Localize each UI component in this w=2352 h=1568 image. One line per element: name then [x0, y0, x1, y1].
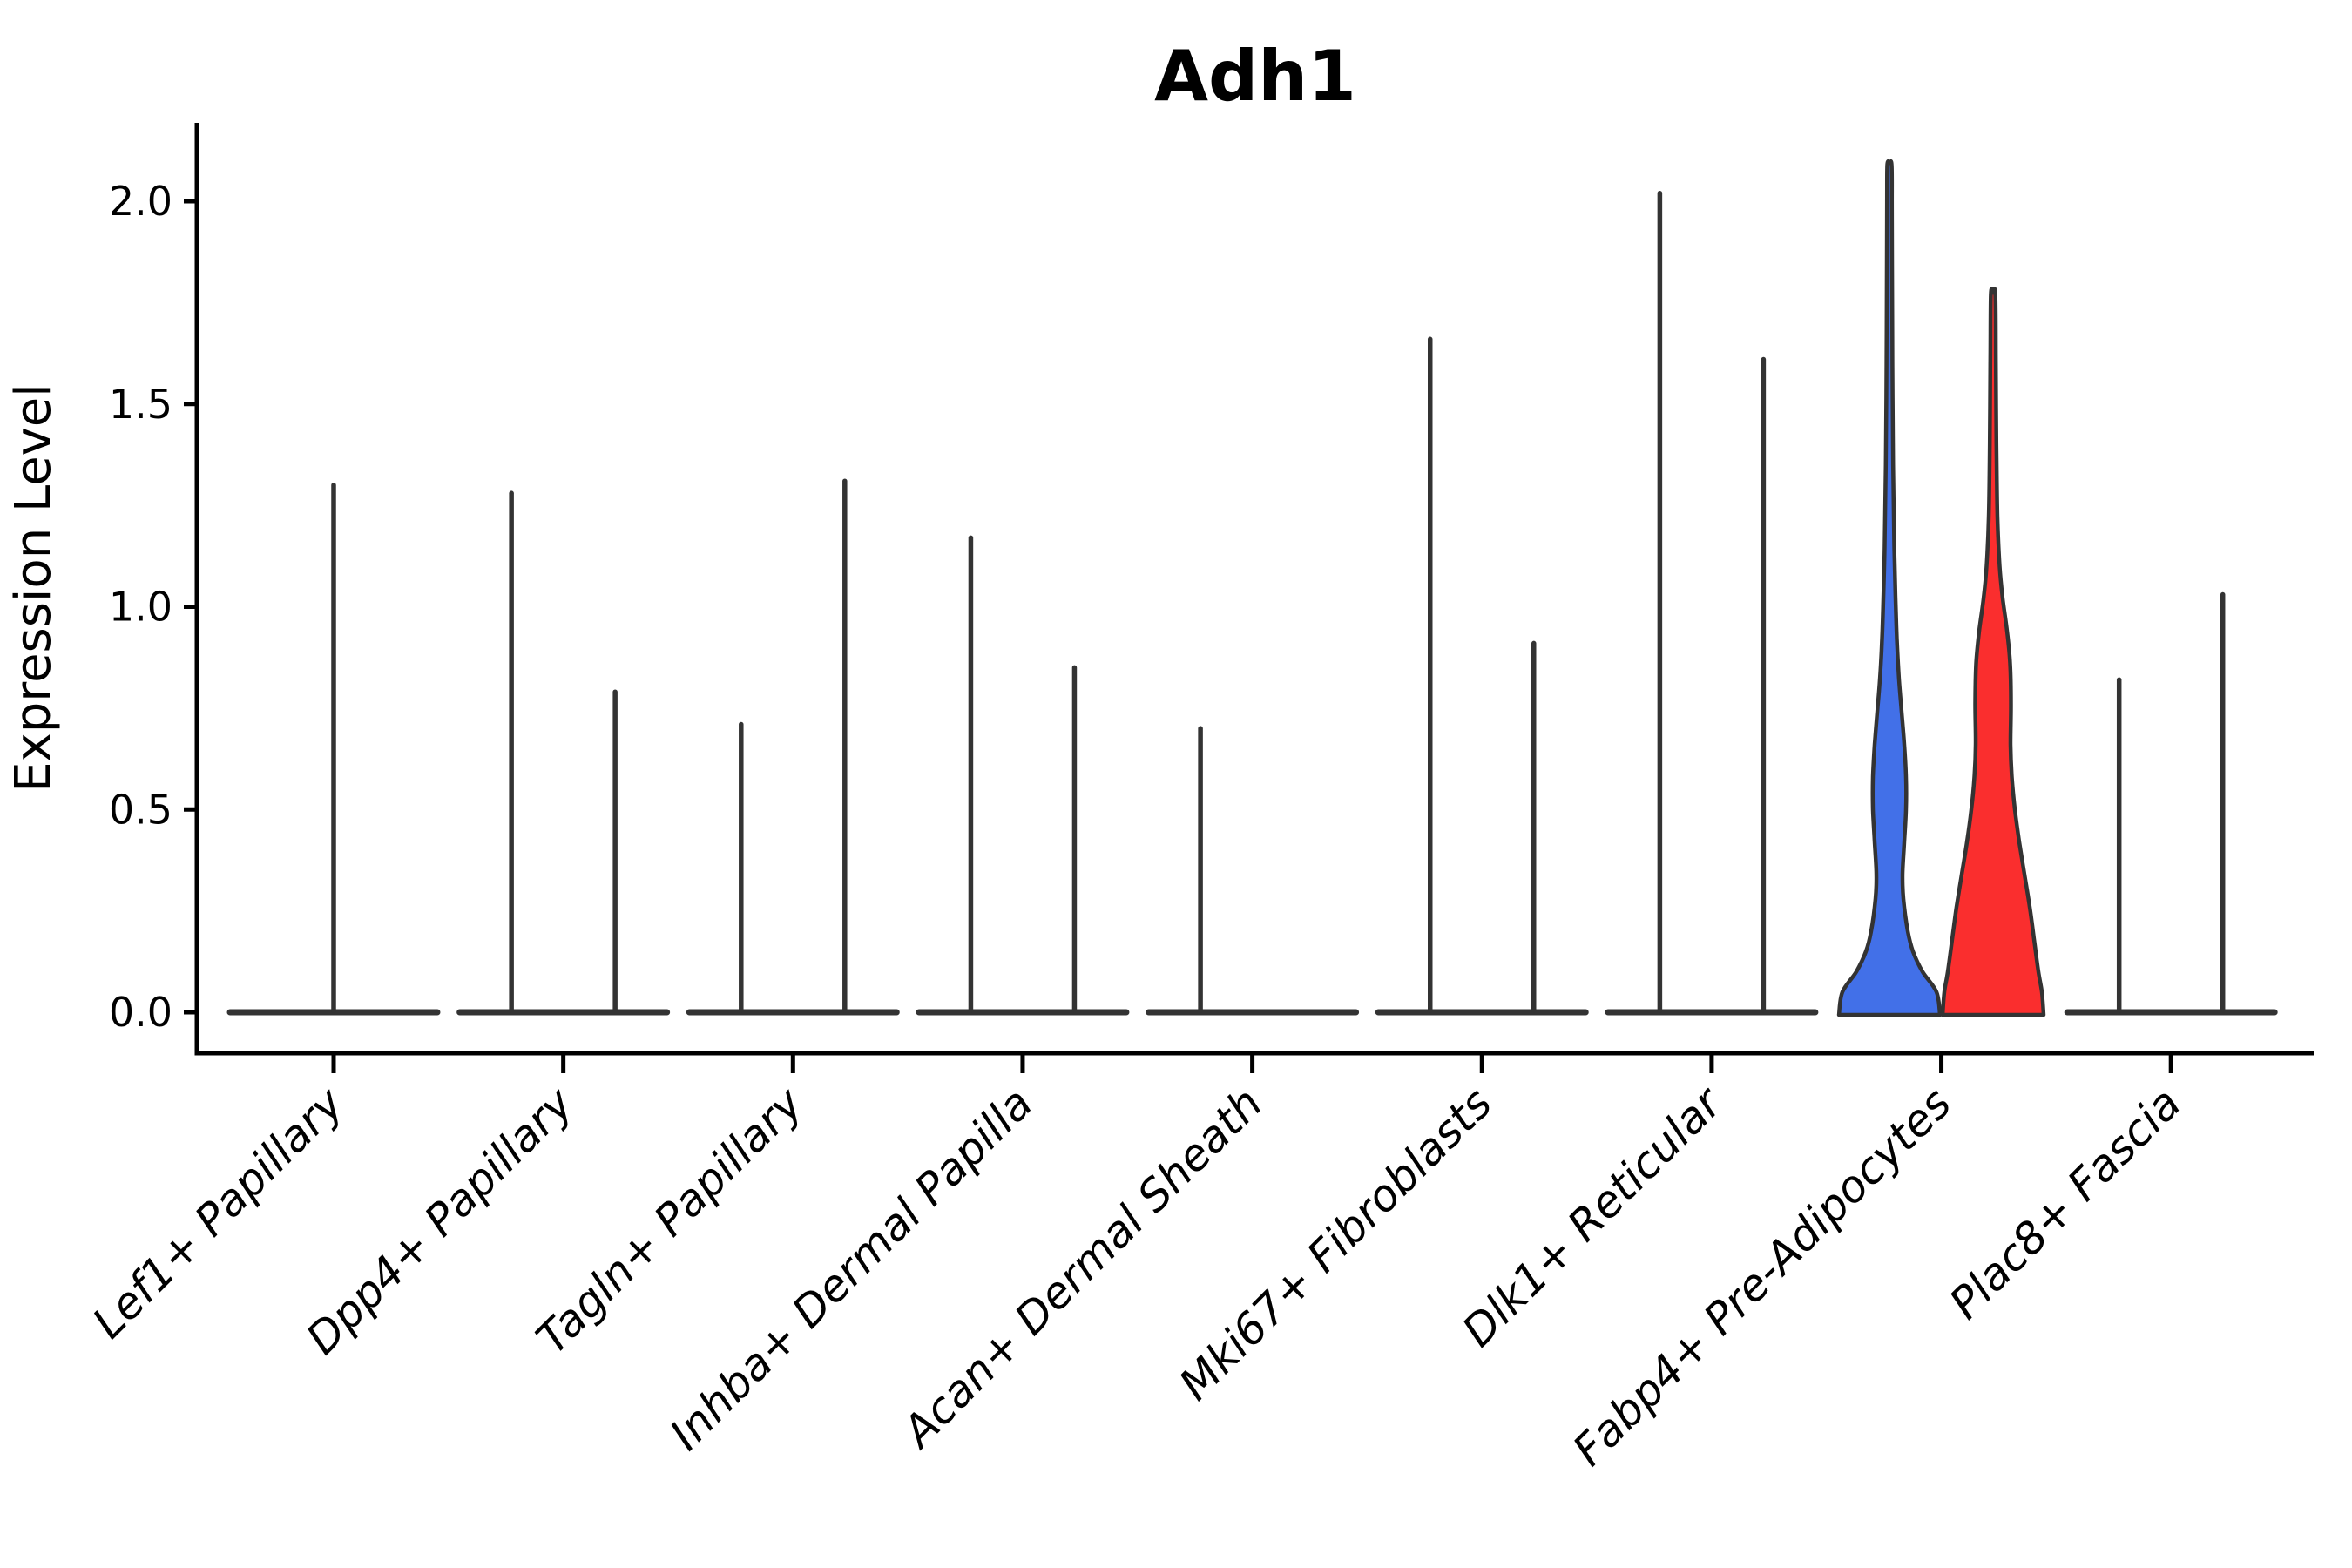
x-tick-label: Lef1+ Papillary	[83, 1077, 354, 1348]
filled-violin-right	[1940, 287, 2046, 1017]
violins-layer	[226, 159, 2278, 1017]
x-tick-label: Inhba+ Dermal Papilla	[660, 1078, 1042, 1459]
y-tick-label: 2.0	[109, 178, 172, 225]
x-tick-label: Plac8+ Fascia	[1940, 1078, 2191, 1328]
axes-layer	[184, 123, 2314, 1073]
y-tick-label: 0.5	[109, 786, 172, 833]
chart-title: Adh1	[1154, 36, 1356, 117]
x-tick-label: Fabp4+ Pre-Adipocytes	[1563, 1078, 1961, 1476]
y-tick-label: 0.0	[109, 989, 172, 1036]
filled-violin-left	[1836, 159, 1943, 1017]
y-tick-label: 1.5	[109, 381, 172, 428]
y-axis-label: Expression Level	[5, 383, 62, 793]
y-tick-label: 1.0	[109, 584, 172, 631]
